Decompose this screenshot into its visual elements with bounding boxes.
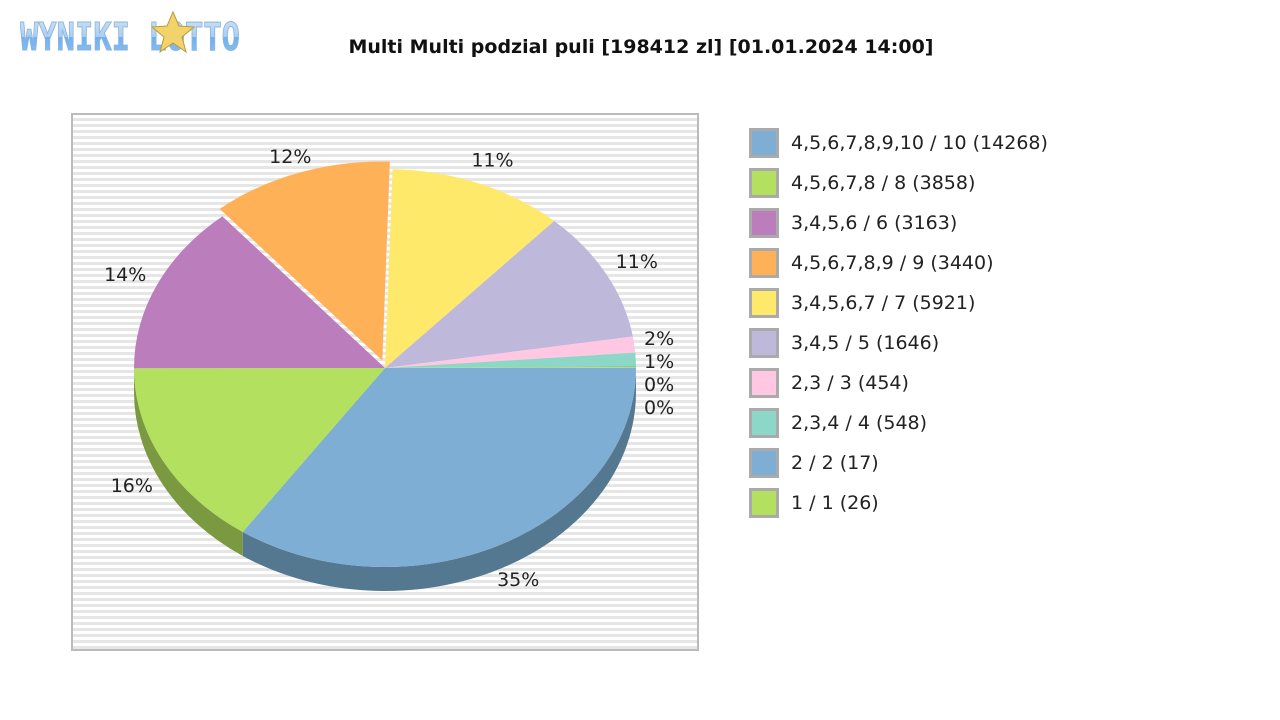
legend-swatch [749, 168, 779, 198]
pie-slice[interactable] [242, 368, 636, 567]
legend-label: 4,5,6,7,8,9,10 / 10 (14268) [791, 132, 1048, 154]
legend-label: 2,3,4 / 4 (548) [791, 412, 928, 434]
legend-item: 2 / 2 (17) [749, 443, 1048, 483]
pie-slice-label: 0% [644, 374, 674, 396]
legend-label: 2,3 / 3 (454) [791, 372, 909, 394]
legend-item: 2,3,4 / 4 (548) [749, 403, 1048, 443]
pie-slice-label: 2% [644, 328, 674, 350]
svg-text:WYNIKI LOTTO: WYNIKI LOTTO [20, 15, 240, 58]
pie-slice[interactable] [385, 367, 636, 368]
pie-slice-label: 14% [104, 264, 146, 286]
pie-slice-label: 1% [644, 351, 674, 373]
legend-label: 1 / 1 (26) [791, 492, 879, 514]
legend: 4,5,6,7,8,9,10 / 10 (14268) 4,5,6,7,8 / 8… [749, 123, 1048, 523]
legend-swatch [749, 368, 779, 398]
legend-item: 3,4,5 / 5 (1646) [749, 323, 1048, 363]
legend-swatch [749, 248, 779, 278]
pie-slice[interactable] [385, 336, 636, 368]
legend-item: 4,5,6,7,8 / 8 (3858) [749, 163, 1048, 203]
legend-item: 2,3 / 3 (454) [749, 363, 1048, 403]
wyniki-lotto-logo: WYNIKI LOTTO [20, 10, 241, 58]
legend-label: 4,5,6,7,8 / 8 (3858) [791, 172, 976, 194]
legend-swatch [749, 408, 779, 438]
legend-item: 4,5,6,7,8,9,10 / 10 (14268) [749, 123, 1048, 163]
plot-area: 35% 16% 14% 12% 11% 11% 2% 1% 0% 0% [71, 113, 699, 651]
legend-swatch [749, 288, 779, 318]
pie-slice-label: 11% [471, 150, 513, 172]
legend-label: 3,4,5 / 5 (1646) [791, 332, 940, 354]
pie-chart: 35%16%14%12% 11%11%2%1%0%0% [104, 146, 674, 591]
legend-item: 1 / 1 (26) [749, 483, 1048, 523]
legend-item: 4,5,6,7,8,9 / 9 (3440) [749, 243, 1048, 283]
pie-slice-side [134, 368, 243, 556]
pie-slice[interactable] [134, 216, 385, 369]
pie-slice[interactable] [385, 221, 633, 368]
pie-slice-label: 0% [644, 397, 674, 419]
pie-slice[interactable] [385, 352, 636, 368]
pie-slice-side [242, 368, 636, 591]
pie-slice-label: 16% [111, 475, 153, 497]
chart-title: Multi Multi podzial puli [198412 zl] [01… [348, 36, 934, 58]
pie-slice[interactable] [219, 161, 390, 361]
legend-item: 3,4,5,6,7 / 7 (5921) [749, 283, 1048, 323]
pie-slice[interactable] [134, 368, 385, 532]
pie-slice-label: 35% [497, 569, 539, 591]
legend-swatch [749, 328, 779, 358]
legend-label: 2 / 2 (17) [791, 452, 879, 474]
legend-label: 3,4,5,6,7 / 7 (5921) [791, 292, 976, 314]
legend-swatch [749, 208, 779, 238]
legend-swatch [749, 448, 779, 478]
pie-slice-label: 12% [269, 146, 311, 168]
legend-label: 3,4,5,6 / 6 (3163) [791, 212, 958, 234]
legend-swatch [749, 128, 779, 158]
pie-slice-label: 11% [616, 251, 658, 273]
pie-slice[interactable] [385, 169, 555, 368]
legend-swatch [749, 488, 779, 518]
legend-label: 4,5,6,7,8,9 / 9 (3440) [791, 252, 994, 274]
legend-item: 3,4,5,6 / 6 (3163) [749, 203, 1048, 243]
